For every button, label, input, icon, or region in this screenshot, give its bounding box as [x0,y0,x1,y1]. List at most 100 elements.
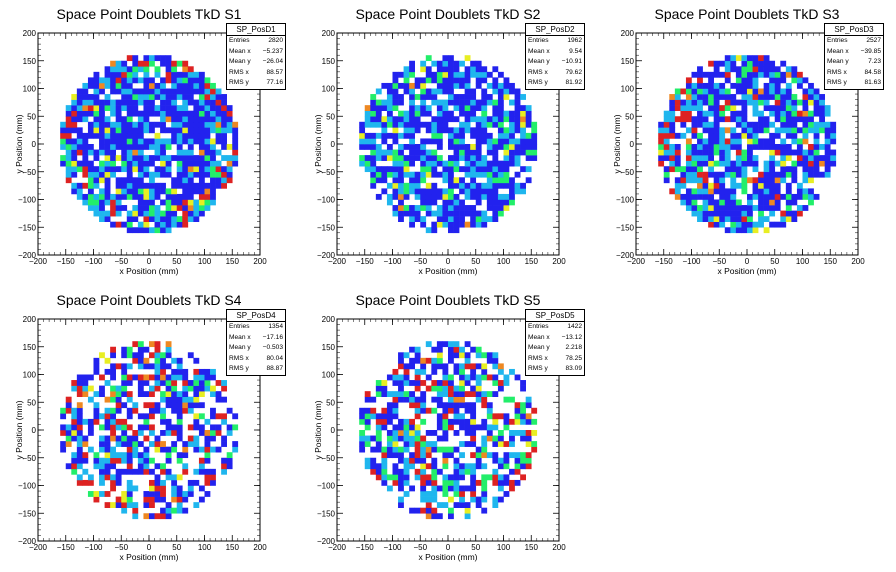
heatmap-cell [215,413,222,420]
heatmap-cell [171,396,178,403]
heatmap-cell [680,177,687,184]
heatmap-cell [210,144,216,150]
heatmap-cell [171,82,178,89]
heatmap-cell [215,177,222,184]
heatmap-cell [685,105,692,111]
heatmap-cell [386,374,393,381]
heatmap-cell [187,144,194,150]
heatmap-cell [464,116,471,123]
heatmap-cell [104,82,111,89]
heatmap-cell [198,468,205,475]
heatmap-cell [171,132,178,139]
heatmap-cell [448,216,454,222]
heatmap-cell [724,71,731,78]
heatmap-cell [381,468,388,475]
heatmap-cell [436,116,443,123]
heatmap-cell [514,88,521,95]
heatmap-cell [448,396,454,403]
heatmap-cell [132,160,139,167]
heatmap-cell [464,110,471,117]
heatmap-cell [475,127,482,134]
heatmap-cell [160,105,166,111]
heatmap-cell [409,132,415,139]
heatmap-cell [763,216,770,222]
heatmap-cell [763,166,770,173]
heatmap-cell [182,374,189,381]
heatmap-cell [735,82,742,89]
heatmap-cell [198,144,205,150]
heatmap-cell [481,110,488,117]
heatmap-cell [187,94,194,100]
heatmap-cell [459,110,465,117]
heatmap-cell [442,221,449,228]
heatmap-cell [187,435,194,442]
heatmap-cell [87,171,94,178]
heatmap-cell [160,396,166,403]
y-tick-label: 50 [326,112,335,121]
heatmap-cell [165,468,172,475]
heatmap-cell [392,402,399,409]
heatmap-cell [497,205,504,211]
heatmap-cell [531,418,538,425]
heatmap-cell [386,485,393,492]
chart-panel-s1: −200 −150 −100 −50 0 50 100 150 200 −200 −150 −100−… [0,0,298,286]
heatmap-cell [425,491,432,497]
stats-box: SP_PosD5 Entries 1422 Mean x −13.12 Mean y… [525,309,585,376]
heatmap-cell [697,205,703,211]
heatmap-cell [381,424,388,431]
heatmap-cell [187,121,194,128]
heatmap-cell [65,166,72,173]
heatmap-cell [464,166,471,173]
heatmap-cell [492,357,499,364]
heatmap-cell [187,171,194,178]
heatmap-cell [420,221,427,228]
heatmap-cell [813,166,820,173]
heatmap-cell [149,155,155,161]
heatmap-cell [464,171,471,178]
heatmap-cell [674,160,681,167]
heatmap-cell [110,160,116,167]
heatmap-cell [182,182,189,189]
heatmap-cell [436,385,443,392]
heatmap-cell [126,374,133,381]
heatmap-cell [697,116,703,123]
heatmap-cell [503,155,510,161]
heatmap-cell [204,160,211,167]
heatmap-cell [442,127,449,134]
heatmap-cell [448,66,454,73]
heatmap-cell [137,182,144,189]
heatmap-cell [503,177,510,184]
heatmap-cell [398,385,404,392]
heatmap-cell [210,138,216,145]
heatmap-cell [193,468,200,475]
heatmap-cell [359,430,366,436]
heatmap-cell [735,171,742,178]
heatmap-cell [87,127,94,134]
heatmap-cell [154,132,161,139]
heatmap-cell [436,413,443,420]
heatmap-cell [392,368,399,375]
heatmap-cell [71,127,78,134]
heatmap-cell [176,221,183,228]
heatmap-cell [691,160,698,167]
heatmap-cell [143,227,150,234]
heatmap-cell [115,105,122,111]
heatmap-cell [99,463,105,470]
heatmap-cell [719,216,726,222]
heatmap-cell [724,116,731,123]
heatmap-cell [370,155,377,161]
y-tick-label: −200 [18,251,37,260]
heatmap-cell [492,105,499,111]
heatmap-cell [520,463,526,470]
heatmap-cell [713,199,720,206]
heatmap-cell [492,144,499,150]
heatmap-cell [82,435,89,442]
heatmap-cell [99,110,105,117]
heatmap-cell [453,352,460,359]
heatmap-cell [182,380,189,386]
heatmap-cell [414,110,421,117]
heatmap-cell [431,132,438,139]
heatmap-cell [763,55,770,62]
heatmap-cell [669,94,676,100]
heatmap-cell [431,193,438,200]
